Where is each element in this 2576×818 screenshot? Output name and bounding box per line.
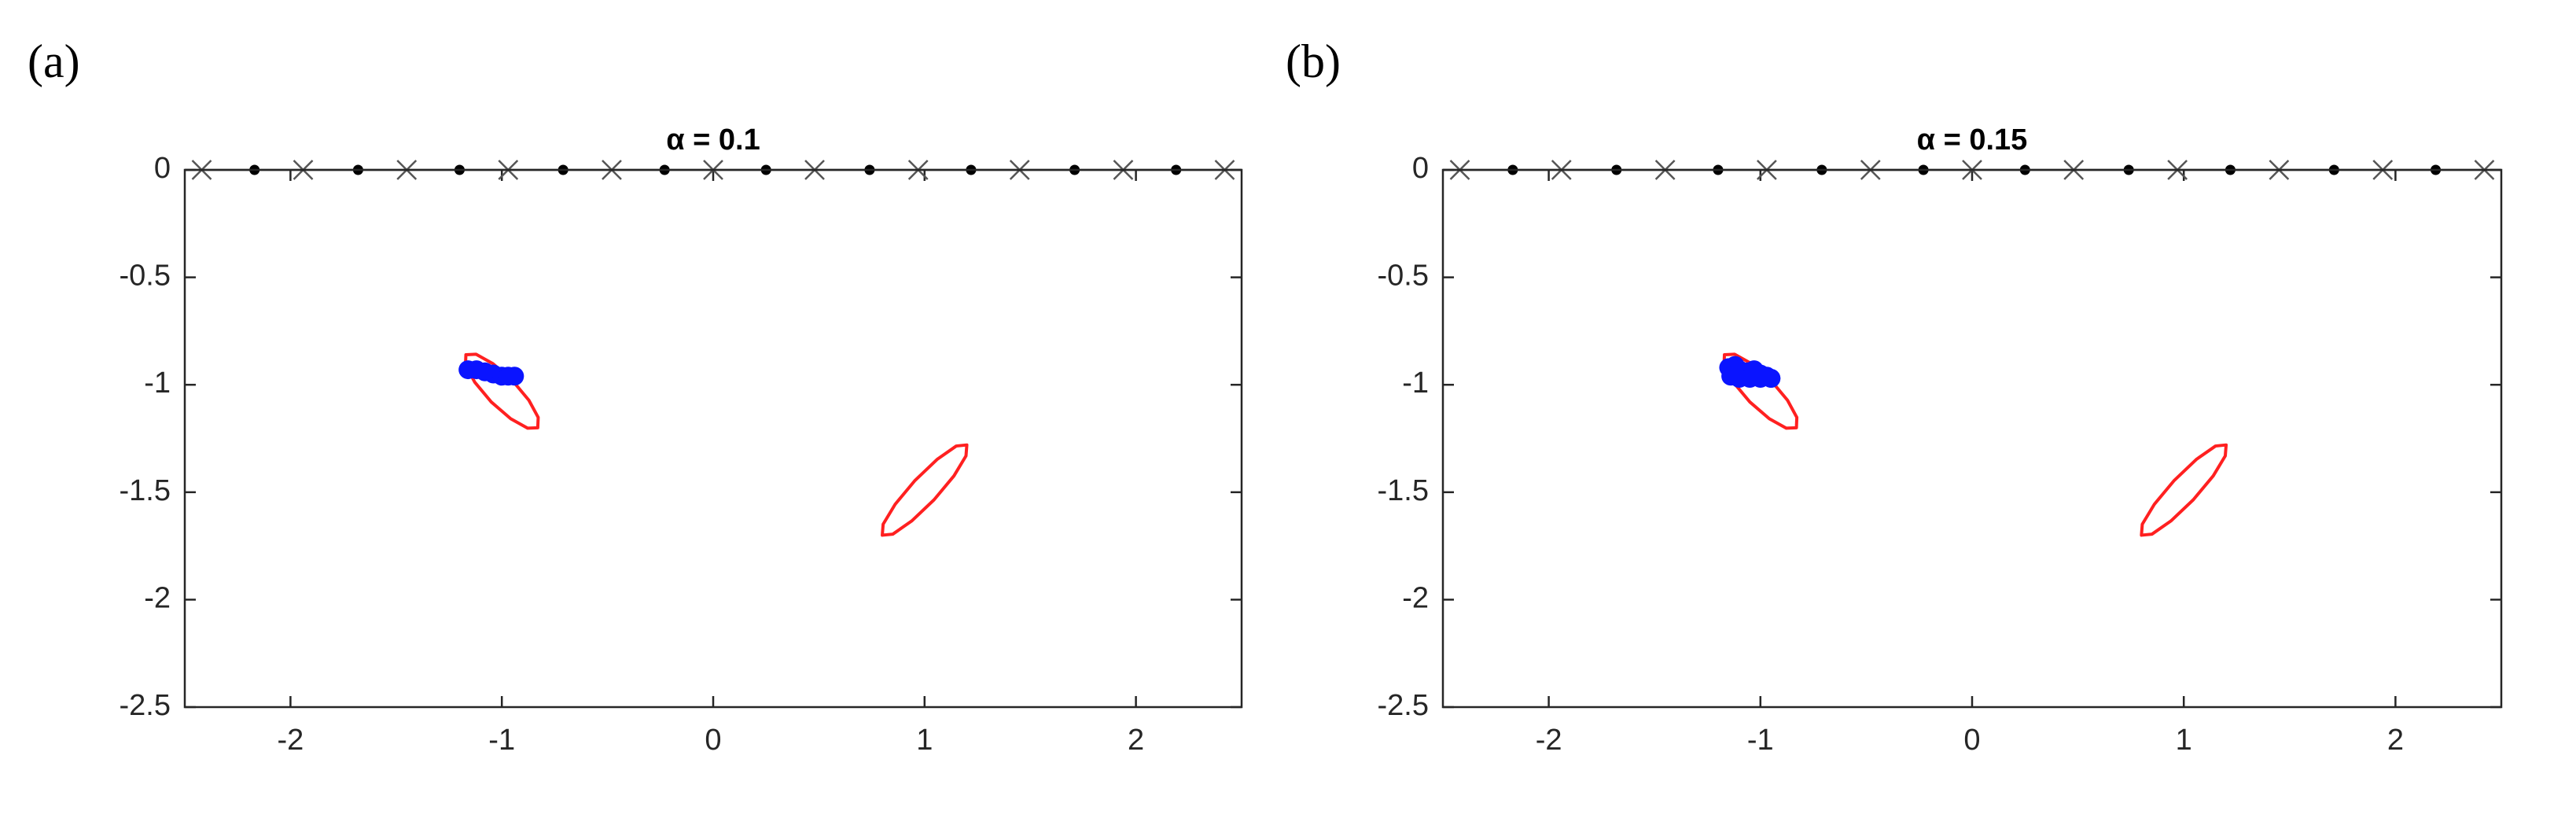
chart-title: α = 0.1 (666, 123, 760, 157)
x-tick-label: 0 (705, 724, 721, 757)
y-tick-label: -1 (1402, 367, 1429, 400)
ellipse-line (1722, 352, 1799, 430)
x-tick-label: -1 (488, 724, 515, 757)
x-tick-label: 1 (916, 724, 933, 757)
ellipse-line (463, 352, 540, 430)
ellipse-line (2140, 443, 2228, 537)
ellipse-line (881, 443, 969, 537)
y-tick-label: 0 (154, 152, 171, 185)
x-tick-label: 1 (2176, 724, 2192, 757)
y-tick-label: -0.5 (1378, 260, 1429, 293)
y-tick-label: -0.5 (120, 260, 171, 293)
y-tick-label: -1 (144, 367, 171, 400)
panel-label: (b) (1286, 35, 1341, 87)
x-tick-label: -2 (278, 724, 304, 757)
y-tick-label: -2.5 (120, 689, 171, 722)
axes-box (1441, 168, 2503, 709)
blob-marker (1761, 369, 1781, 389)
y-tick-label: -1.5 (1378, 474, 1429, 507)
x-tick-label: 0 (1963, 724, 1980, 757)
y-tick-label: -2 (144, 581, 171, 614)
x-tick-label: -2 (1536, 724, 1562, 757)
x-tick-label: 2 (1128, 724, 1144, 757)
chart-title: α = 0.15 (1917, 123, 2028, 157)
y-tick-label: -2.5 (1378, 689, 1429, 722)
x-tick-label: 2 (2387, 724, 2404, 757)
y-tick-label: -2 (1402, 581, 1429, 614)
x-tick-label: -1 (1747, 724, 1774, 757)
panel-label: (a) (28, 35, 80, 87)
y-tick-label: -1.5 (120, 474, 171, 507)
y-tick-label: 0 (1412, 152, 1429, 185)
blob-marker (505, 367, 524, 386)
axes-box (183, 168, 1243, 709)
